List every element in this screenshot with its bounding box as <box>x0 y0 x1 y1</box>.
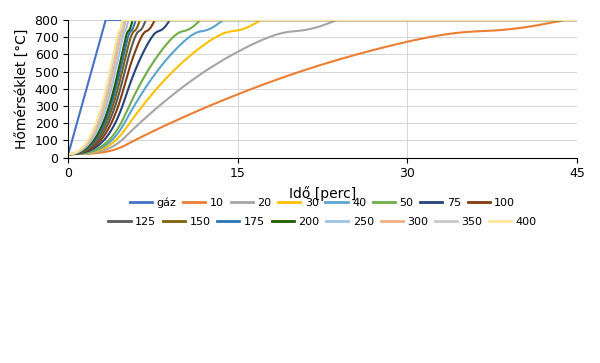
Y-axis label: Hőmérséklet [°C]: Hőmérséklet [°C] <box>15 29 29 149</box>
Legend: 125, 150, 175, 200, 250, 300, 350, 400: 125, 150, 175, 200, 250, 300, 350, 400 <box>104 213 541 232</box>
X-axis label: Idő [perc]: Idő [perc] <box>289 186 356 201</box>
